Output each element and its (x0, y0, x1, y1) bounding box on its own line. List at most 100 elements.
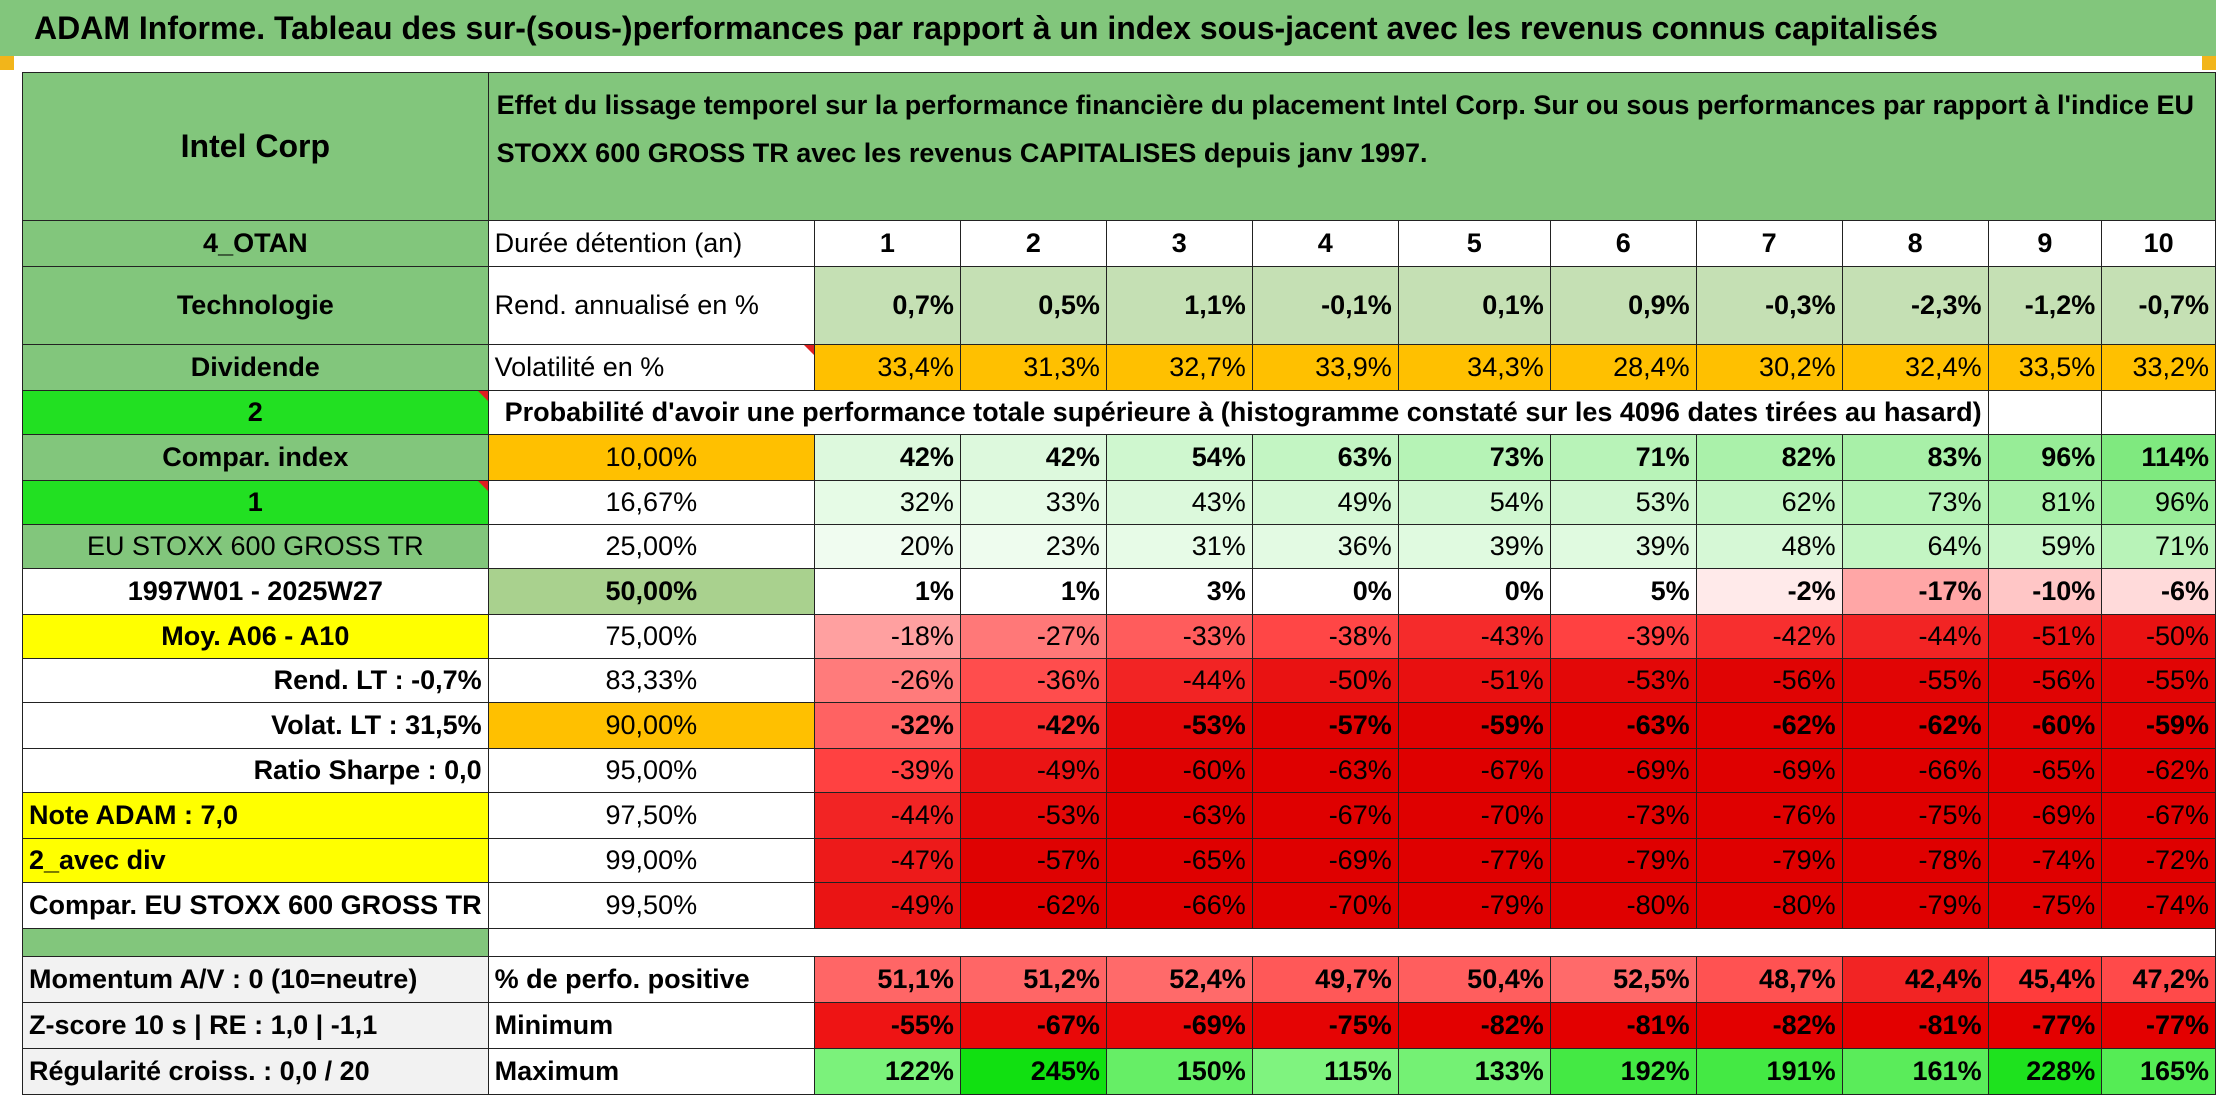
probability-cell: 71% (1549, 434, 1697, 481)
vol-cell: 30,2% (1695, 344, 1843, 391)
rend-cell: 0,9% (1549, 266, 1697, 345)
probability-cell: 1% (959, 568, 1107, 615)
probability-cell: -56% (1987, 658, 2103, 703)
probability-cell: -42% (1695, 614, 1843, 659)
probability-cell: -75% (1987, 882, 2103, 929)
positive-perf-cell: 48,7% (1695, 956, 1843, 1003)
probability-cell: 63% (1251, 434, 1399, 481)
effect-description: Effet du lissage temporel sur la perform… (487, 72, 2216, 221)
probability-cell: -44% (1105, 658, 1253, 703)
zscore-row-label: Minimum (487, 1002, 815, 1049)
probability-cell: 31% (1105, 524, 1253, 569)
probability-cell: -53% (1105, 702, 1253, 749)
positive-perf-cell: 42,4% (1841, 956, 1989, 1003)
empty-cell (2101, 390, 2216, 435)
year-header: 6 (1549, 220, 1697, 267)
probability-cell: -69% (1987, 792, 2103, 839)
probability-cell: -69% (1251, 838, 1399, 883)
probability-cell: 62% (1695, 480, 1843, 525)
probability-cell: -47% (813, 838, 961, 883)
rend-cell: -0,1% (1251, 266, 1399, 345)
probability-cell: 54% (1397, 480, 1551, 525)
rend-cell: -2,3% (1841, 266, 1989, 345)
corner-marker-right (2202, 56, 2216, 70)
probability-cell: -73% (1549, 792, 1697, 839)
probability-cell: -62% (2101, 748, 2216, 793)
year-header: 9 (1987, 220, 2103, 267)
selector-1[interactable]: 1 (22, 480, 489, 525)
probability-cell: -51% (1397, 658, 1551, 703)
year-header: 5 (1397, 220, 1551, 267)
probability-cell: -32% (813, 702, 961, 749)
probability-cell: 23% (959, 524, 1107, 569)
year-header: 10 (2101, 220, 2216, 267)
duree-label: Durée détention (an) (487, 220, 815, 267)
momentum-label: Momentum A/V : 0 (10=neutre) (22, 956, 489, 1003)
probability-cell: -2% (1695, 568, 1843, 615)
positive-perf-cell: 50,4% (1397, 956, 1551, 1003)
maximum-cell: 122% (813, 1048, 961, 1095)
positive-perf-cell: 52,4% (1105, 956, 1253, 1003)
probability-cell: -79% (1841, 882, 1989, 929)
minimum-cell: -82% (1695, 1002, 1843, 1049)
rend-cell: 1,1% (1105, 266, 1253, 345)
probability-cell: 42% (959, 434, 1107, 481)
quantile-threshold: 75,00% (487, 614, 815, 659)
rend-cell: 0,1% (1397, 266, 1551, 345)
volat-lt-label: Volat. LT : 31,5% (22, 702, 489, 749)
positive-perf-cell: 47,2% (2101, 956, 2216, 1003)
probability-cell: -57% (959, 838, 1107, 883)
probability-cell: 43% (1105, 480, 1253, 525)
portfolio-code: 4_OTAN (22, 220, 489, 267)
probability-cell: -79% (1549, 838, 1697, 883)
probability-cell: -79% (1695, 838, 1843, 883)
probability-cell: -55% (2101, 658, 2216, 703)
quantile-threshold: 97,50% (487, 792, 815, 839)
average-label: Moy. A06 - A10 (22, 614, 489, 659)
quantile-threshold: 99,00% (487, 838, 815, 883)
year-header: 1 (813, 220, 961, 267)
probability-cell: -50% (2101, 614, 2216, 659)
minimum-cell: -82% (1397, 1002, 1551, 1049)
probability-cell: -44% (813, 792, 961, 839)
report-title: ADAM Informe. Tableau des sur-(sous-)per… (0, 0, 2216, 56)
momentum-row-label: % de perfo. positive (487, 956, 815, 1003)
empty-cell (1987, 390, 2103, 435)
probability-cell: 73% (1397, 434, 1551, 481)
probability-cell: -10% (1987, 568, 2103, 615)
minimum-cell: -81% (1841, 1002, 1989, 1049)
rend-label: Rend. annualisé en % (487, 266, 815, 345)
probability-cell: -70% (1397, 792, 1551, 839)
quantile-threshold: 10,00% (487, 434, 815, 481)
rend-cell: 0,7% (813, 266, 961, 345)
vol-cell: 28,4% (1549, 344, 1697, 391)
probability-cell: 42% (813, 434, 961, 481)
probability-caption: Probabilité d'avoir une performance tota… (487, 390, 1989, 435)
probability-cell: -72% (2101, 838, 2216, 883)
dividend-mode-label: 2_avec div (22, 838, 489, 883)
probability-cell: 114% (2101, 434, 2216, 481)
corner-marker-left (0, 56, 14, 70)
quantile-threshold: 50,00% (487, 568, 815, 615)
probability-cell: -60% (1987, 702, 2103, 749)
minimum-cell: -75% (1251, 1002, 1399, 1049)
probability-cell: -70% (1251, 882, 1399, 929)
probability-cell: 71% (2101, 524, 2216, 569)
probability-cell: -39% (813, 748, 961, 793)
vol-cell: 33,4% (813, 344, 961, 391)
probability-cell: -66% (1105, 882, 1253, 929)
probability-cell: -62% (959, 882, 1107, 929)
sharpe-label: Ratio Sharpe : 0,0 (22, 748, 489, 793)
maximum-cell: 115% (1251, 1048, 1399, 1095)
probability-cell: -39% (1549, 614, 1697, 659)
probability-cell: -43% (1397, 614, 1551, 659)
probability-cell: 32% (813, 480, 961, 525)
selector-2[interactable]: 2 (22, 390, 489, 435)
probability-cell: -67% (2101, 792, 2216, 839)
maximum-cell: 165% (2101, 1048, 2216, 1095)
minimum-cell: -69% (1105, 1002, 1253, 1049)
probability-cell: -80% (1549, 882, 1697, 929)
probability-cell: -67% (1251, 792, 1399, 839)
period-label: 1997W01 - 2025W27 (22, 568, 489, 615)
positive-perf-cell: 49,7% (1251, 956, 1399, 1003)
